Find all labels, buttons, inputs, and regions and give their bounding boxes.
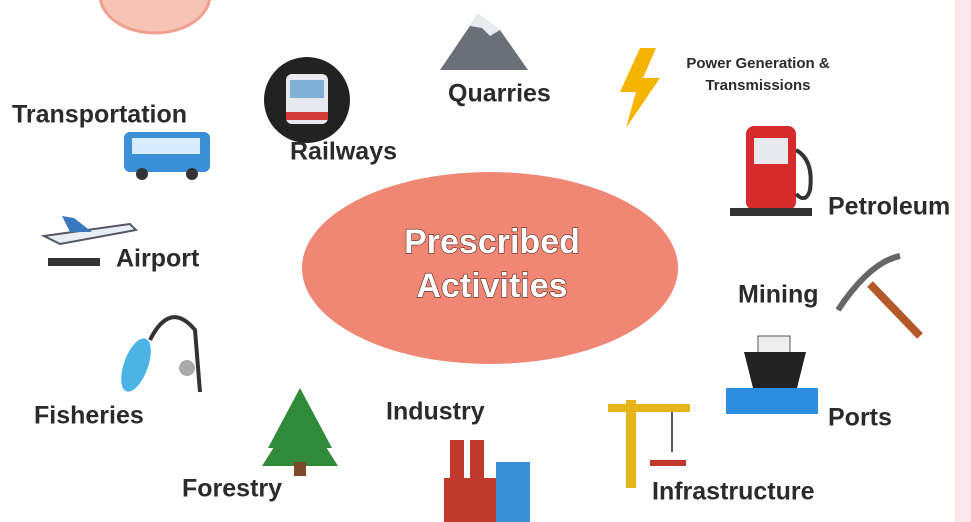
node-label: Quarries <box>448 80 551 108</box>
train-icon <box>264 57 350 143</box>
node-label: Forestry <box>182 475 282 503</box>
center-label: Activities <box>416 267 567 305</box>
node-label: Transmissions <box>705 77 810 94</box>
edge <box>955 0 971 522</box>
page: {"center": {"lines": ["Prescribed", "Act… <box>0 0 971 522</box>
diagram: Prescribed Activities <box>0 0 971 522</box>
node-label: Airport <box>116 245 200 273</box>
node-label: Ports <box>828 404 892 432</box>
node-label: Transportation <box>12 101 187 129</box>
node-label: Mining <box>738 281 819 309</box>
node-label: Petroleum <box>828 193 950 221</box>
node-label: Infrastructure <box>652 478 815 506</box>
node-label: Power Generation & <box>686 55 830 72</box>
node-label: Fisheries <box>34 402 144 430</box>
node-label: Industry <box>386 398 485 426</box>
node-label: Railways <box>290 138 397 166</box>
center-label: Prescribed <box>404 223 580 261</box>
